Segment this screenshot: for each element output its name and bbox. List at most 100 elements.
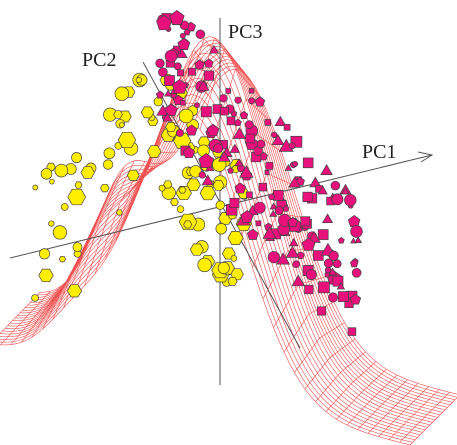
- point: [31, 294, 39, 302]
- point: [248, 97, 256, 105]
- point: [270, 131, 278, 139]
- point: [229, 143, 241, 153]
- mesh-line: [7, 61, 428, 428]
- point: [301, 237, 316, 251]
- point: [304, 284, 314, 295]
- point: [170, 198, 179, 206]
- point: [54, 163, 69, 178]
- mesh-line: [294, 322, 345, 373]
- point: [72, 242, 83, 253]
- point: [126, 169, 140, 181]
- mesh-line: [19, 42, 441, 416]
- point: [239, 110, 249, 120]
- point: [40, 168, 53, 180]
- point: [119, 122, 125, 128]
- point: [349, 259, 359, 268]
- point: [165, 122, 177, 133]
- point: [271, 134, 285, 146]
- point: [269, 202, 278, 210]
- mesh-line: [84, 160, 135, 286]
- point: [177, 69, 185, 77]
- point: [276, 252, 291, 265]
- point: [282, 205, 290, 212]
- point: [200, 106, 212, 118]
- point: [288, 237, 299, 247]
- pc1-label: PC1: [362, 141, 396, 163]
- point: [38, 268, 54, 283]
- point: [164, 49, 178, 63]
- point: [48, 220, 55, 227]
- mesh-line: [0, 86, 421, 436]
- point: [284, 164, 293, 171]
- mesh-line: [0, 94, 418, 438]
- point: [265, 162, 274, 170]
- point: [285, 245, 300, 258]
- point: [337, 236, 345, 244]
- point: [330, 180, 341, 191]
- point: [264, 169, 270, 175]
- point: [302, 191, 313, 202]
- point: [197, 257, 212, 273]
- point: [234, 182, 247, 194]
- point: [66, 284, 83, 298]
- point: [162, 112, 173, 122]
- point: [114, 86, 130, 101]
- point: [180, 99, 186, 106]
- point: [176, 205, 185, 213]
- point: [206, 123, 220, 137]
- point: [324, 266, 332, 274]
- point: [199, 186, 217, 201]
- point: [198, 152, 215, 169]
- point: [254, 96, 266, 107]
- point: [232, 127, 247, 139]
- point: [215, 222, 228, 235]
- point: [164, 75, 175, 86]
- point: [183, 28, 191, 36]
- point: [269, 209, 278, 217]
- point: [227, 167, 234, 174]
- point: [354, 236, 363, 243]
- point: [317, 229, 329, 240]
- point: [244, 120, 254, 129]
- point: [183, 220, 193, 229]
- point: [229, 197, 240, 208]
- point: [153, 97, 163, 107]
- point: [179, 32, 186, 39]
- point: [340, 187, 350, 195]
- point: [194, 59, 205, 70]
- point: [267, 251, 280, 264]
- point: [349, 293, 362, 305]
- point: [156, 14, 173, 31]
- point: [220, 106, 229, 116]
- pc1-arrow: [417, 151, 434, 163]
- point: [219, 94, 228, 103]
- point: [344, 193, 357, 207]
- point: [292, 160, 299, 167]
- mesh-line: [22, 46, 443, 413]
- manifold-mesh: [0, 36, 457, 445]
- point: [155, 90, 165, 99]
- point: [302, 157, 314, 169]
- point: [288, 176, 301, 188]
- point: [321, 213, 334, 223]
- point: [158, 67, 168, 77]
- point: [163, 180, 173, 189]
- point: [195, 29, 206, 40]
- point: [178, 186, 187, 194]
- point: [60, 203, 69, 211]
- point: [49, 178, 55, 185]
- point: [317, 185, 328, 195]
- point: [185, 124, 198, 136]
- point: [226, 116, 236, 126]
- point: [318, 281, 330, 294]
- point: [225, 88, 231, 94]
- point: [102, 159, 114, 170]
- point: [52, 225, 67, 240]
- mesh-line: [0, 119, 411, 445]
- point: [212, 180, 225, 191]
- point: [287, 216, 299, 227]
- point: [240, 210, 254, 223]
- point: [350, 225, 363, 238]
- point: [233, 118, 242, 127]
